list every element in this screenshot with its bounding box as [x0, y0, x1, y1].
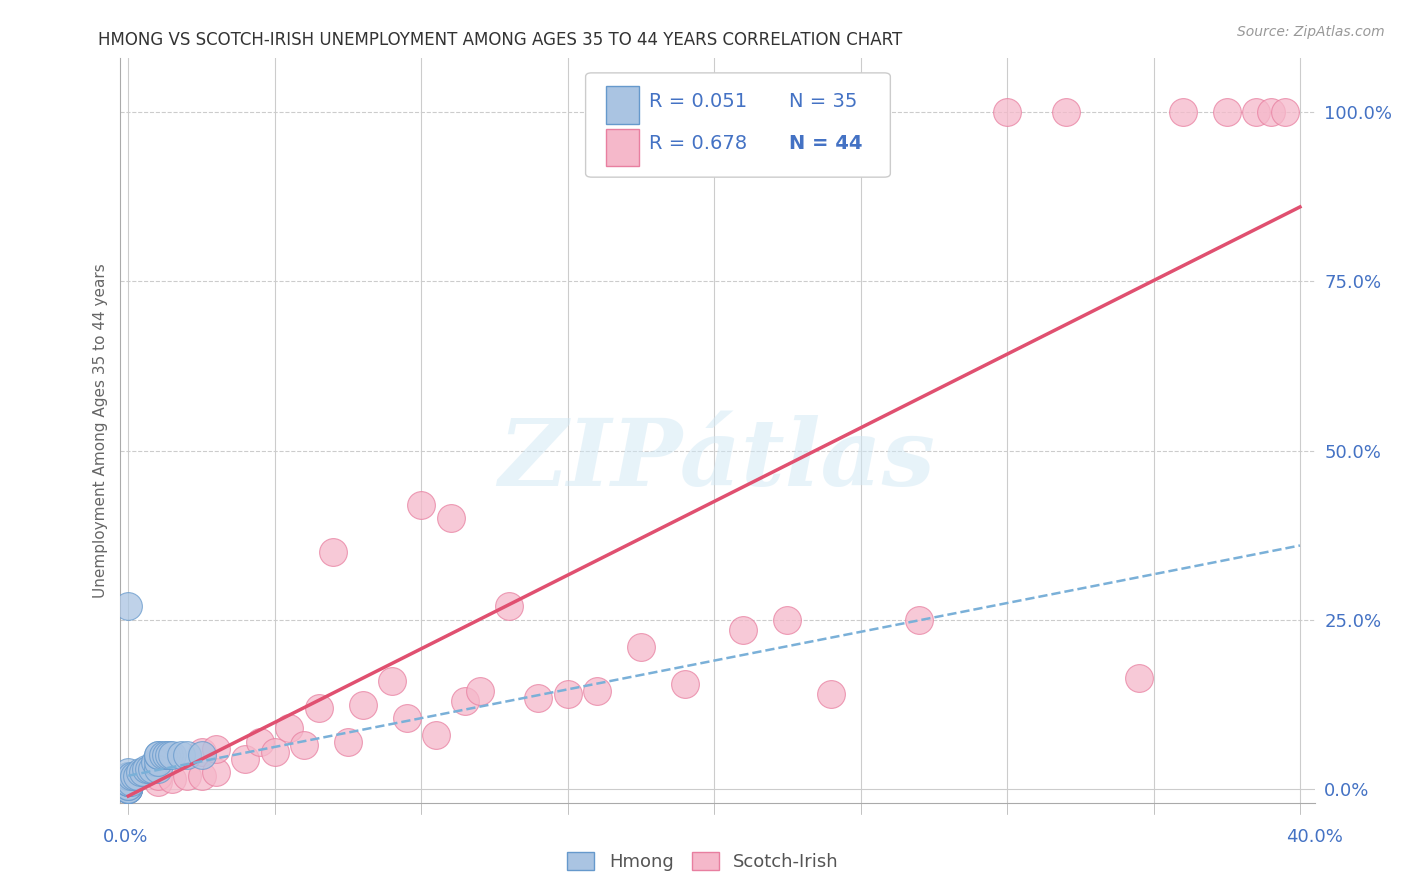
- Text: 0.0%: 0.0%: [103, 828, 148, 846]
- Point: [425, 728, 447, 742]
- Point: [117, 765, 139, 780]
- Point: [146, 755, 169, 769]
- Point: [205, 741, 228, 756]
- Point: [143, 755, 166, 769]
- Point: [117, 782, 139, 797]
- Point: [152, 748, 174, 763]
- Point: [155, 748, 177, 763]
- Point: [146, 748, 169, 763]
- Point: [120, 769, 142, 783]
- Point: [146, 762, 169, 776]
- Point: [439, 511, 461, 525]
- Point: [146, 775, 169, 789]
- Point: [1171, 105, 1194, 120]
- Point: [630, 640, 652, 654]
- Point: [381, 673, 404, 688]
- Point: [1244, 105, 1267, 120]
- Point: [395, 711, 418, 725]
- Point: [190, 748, 212, 763]
- Point: [322, 545, 344, 559]
- Point: [1274, 105, 1296, 120]
- Point: [157, 748, 180, 763]
- Text: N = 44: N = 44: [789, 134, 862, 153]
- Point: [117, 775, 139, 789]
- Point: [190, 769, 212, 783]
- Point: [117, 782, 139, 797]
- Point: [352, 698, 374, 712]
- Point: [820, 688, 842, 702]
- Point: [122, 769, 145, 783]
- Point: [1054, 105, 1077, 120]
- Point: [138, 762, 160, 776]
- Text: Source: ZipAtlas.com: Source: ZipAtlas.com: [1237, 25, 1385, 39]
- Point: [292, 738, 315, 752]
- Point: [468, 684, 491, 698]
- Point: [141, 762, 163, 776]
- Point: [176, 769, 198, 783]
- Point: [586, 684, 609, 698]
- Point: [117, 769, 139, 783]
- Point: [1216, 105, 1239, 120]
- Point: [733, 623, 755, 637]
- Point: [117, 599, 139, 614]
- Point: [235, 752, 257, 766]
- Text: 40.0%: 40.0%: [1286, 828, 1343, 846]
- Point: [557, 688, 579, 702]
- Text: R = 0.678: R = 0.678: [650, 134, 747, 153]
- Text: N = 35: N = 35: [789, 92, 858, 111]
- Point: [673, 677, 696, 691]
- Point: [995, 105, 1018, 120]
- Point: [120, 775, 142, 789]
- Point: [1128, 671, 1150, 685]
- Bar: [606, 87, 640, 123]
- Text: ZIPátlas: ZIPátlas: [499, 415, 935, 505]
- Point: [162, 772, 183, 786]
- Point: [308, 701, 330, 715]
- Point: [498, 599, 520, 614]
- Text: HMONG VS SCOTCH-IRISH UNEMPLOYMENT AMONG AGES 35 TO 44 YEARS CORRELATION CHART: HMONG VS SCOTCH-IRISH UNEMPLOYMENT AMONG…: [98, 31, 903, 49]
- Point: [337, 735, 360, 749]
- Point: [278, 721, 301, 735]
- Point: [135, 762, 157, 776]
- Legend: Hmong, Scotch-Irish: Hmong, Scotch-Irish: [560, 845, 846, 879]
- Y-axis label: Unemployment Among Ages 35 to 44 years: Unemployment Among Ages 35 to 44 years: [93, 263, 108, 598]
- Point: [117, 782, 139, 797]
- Point: [170, 748, 193, 763]
- Point: [190, 745, 212, 759]
- Point: [908, 613, 931, 627]
- Point: [117, 775, 139, 789]
- Point: [411, 498, 433, 512]
- Point: [146, 769, 169, 783]
- Point: [129, 765, 152, 780]
- FancyBboxPatch shape: [586, 73, 890, 178]
- Text: R = 0.051: R = 0.051: [650, 92, 747, 111]
- Point: [263, 745, 285, 759]
- Point: [117, 782, 139, 797]
- Point: [776, 613, 799, 627]
- Point: [454, 694, 477, 708]
- Point: [1260, 105, 1282, 120]
- Point: [127, 769, 149, 783]
- Point: [176, 748, 198, 763]
- Point: [117, 769, 139, 783]
- Point: [527, 690, 550, 705]
- Point: [162, 748, 183, 763]
- Point: [117, 775, 139, 789]
- Bar: [606, 128, 640, 166]
- Point: [205, 765, 228, 780]
- Point: [132, 765, 155, 780]
- Point: [117, 779, 139, 793]
- Point: [117, 779, 139, 793]
- Point: [117, 775, 139, 789]
- Point: [249, 735, 271, 749]
- Point: [117, 782, 139, 797]
- Point: [146, 748, 169, 763]
- Point: [117, 782, 139, 797]
